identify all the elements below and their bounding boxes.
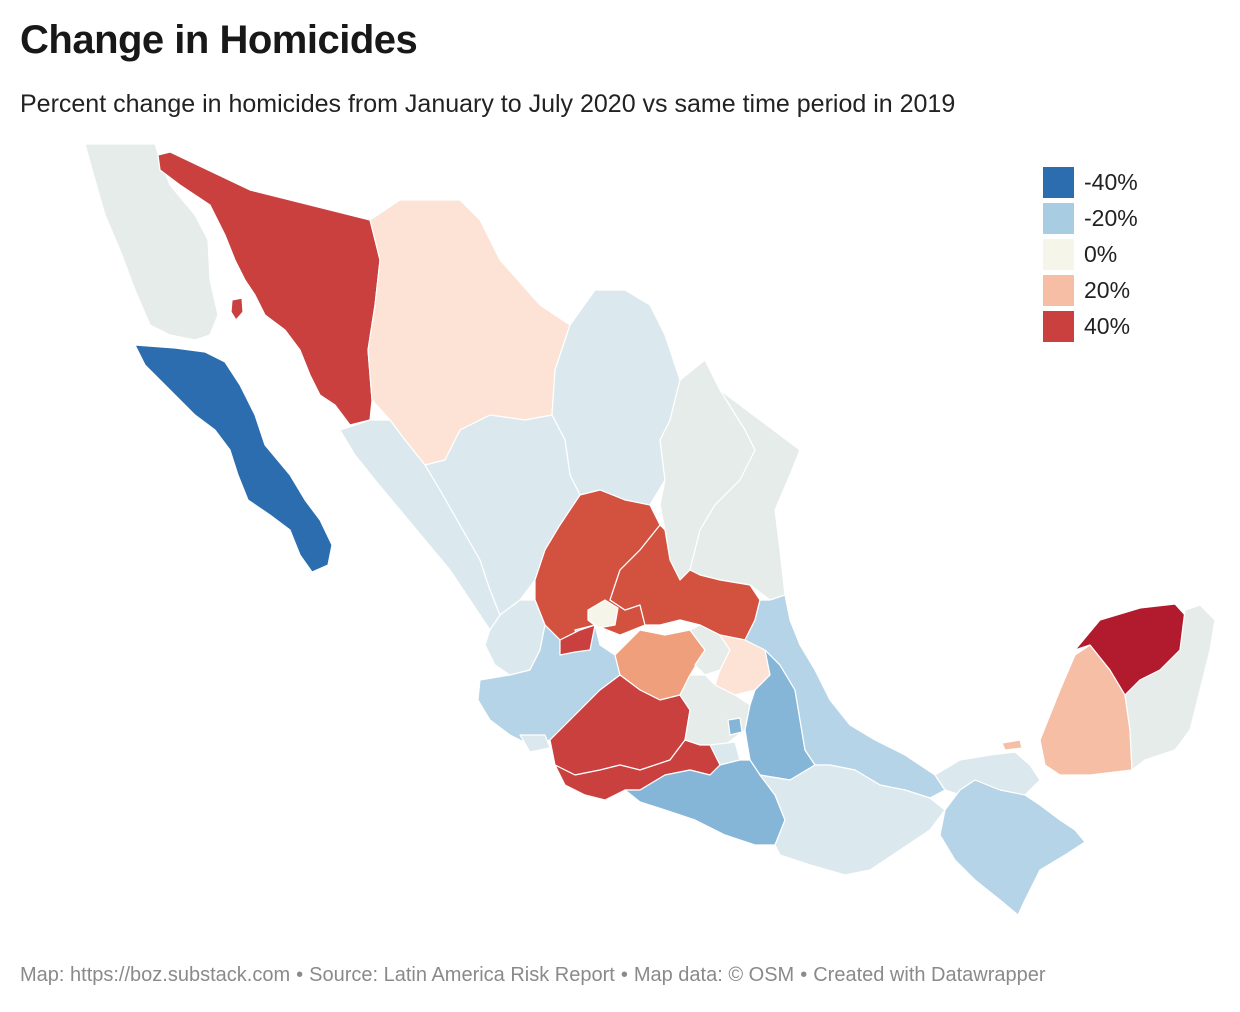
- datawrapper-credit[interactable]: Created with Datawrapper: [813, 964, 1046, 986]
- legend-label: 20%: [1084, 276, 1131, 303]
- state-cdmx[interactable]: [727, 717, 743, 736]
- legend-label: -20%: [1084, 204, 1138, 231]
- legend-swatch: [1043, 202, 1074, 234]
- map-legend: -40% -20% 0% 20% 40%: [1043, 164, 1138, 344]
- footer-separator: •: [800, 964, 808, 986]
- legend-label: 0%: [1084, 240, 1118, 267]
- state-jalisco-north: [559, 624, 596, 656]
- state-chiapas[interactable]: [939, 779, 1086, 916]
- legend-item: -40%: [1043, 164, 1138, 200]
- legend-swatch: [1043, 238, 1074, 270]
- island-carmen: [1001, 739, 1023, 751]
- legend-item: 0%: [1043, 236, 1138, 272]
- state-baja-california[interactable]: [84, 143, 219, 341]
- state-baja-california-sur[interactable]: [134, 344, 333, 573]
- legend-label: 40%: [1084, 312, 1131, 339]
- state-colima[interactable]: [519, 734, 551, 753]
- mexico-choropleth-map: [84, 143, 1216, 916]
- source-credit: Source: Latin America Risk Report: [309, 964, 615, 986]
- footer-separator: •: [620, 964, 628, 986]
- legend-swatch: [1043, 274, 1074, 306]
- map-data-credit: Map data: © OSM: [633, 964, 795, 986]
- chart-subtitle: Percent change in homicides from January…: [20, 90, 956, 118]
- state-oaxaca-east[interactable]: [759, 764, 946, 876]
- state-quintana-roo[interactable]: [1124, 604, 1216, 771]
- map-credit-link[interactable]: Map: https://boz.substack.com: [20, 964, 291, 986]
- legend-label: -40%: [1084, 168, 1138, 195]
- footer-separator: •: [296, 964, 304, 986]
- state-coahuila[interactable]: [551, 289, 681, 506]
- footer-credits: Map: https://boz.substack.com • Source: La…: [20, 964, 1046, 987]
- state-jalisco[interactable]: [477, 624, 621, 746]
- legend-swatch: [1043, 166, 1074, 198]
- island-tiburon: [230, 297, 244, 321]
- legend-swatch: [1043, 310, 1074, 342]
- chart-title: Change in Homicides: [20, 18, 418, 62]
- state-aguascalientes[interactable]: [587, 599, 619, 629]
- legend-item: 20%: [1043, 272, 1138, 308]
- legend-item: -20%: [1043, 200, 1138, 236]
- legend-item: 40%: [1043, 308, 1138, 344]
